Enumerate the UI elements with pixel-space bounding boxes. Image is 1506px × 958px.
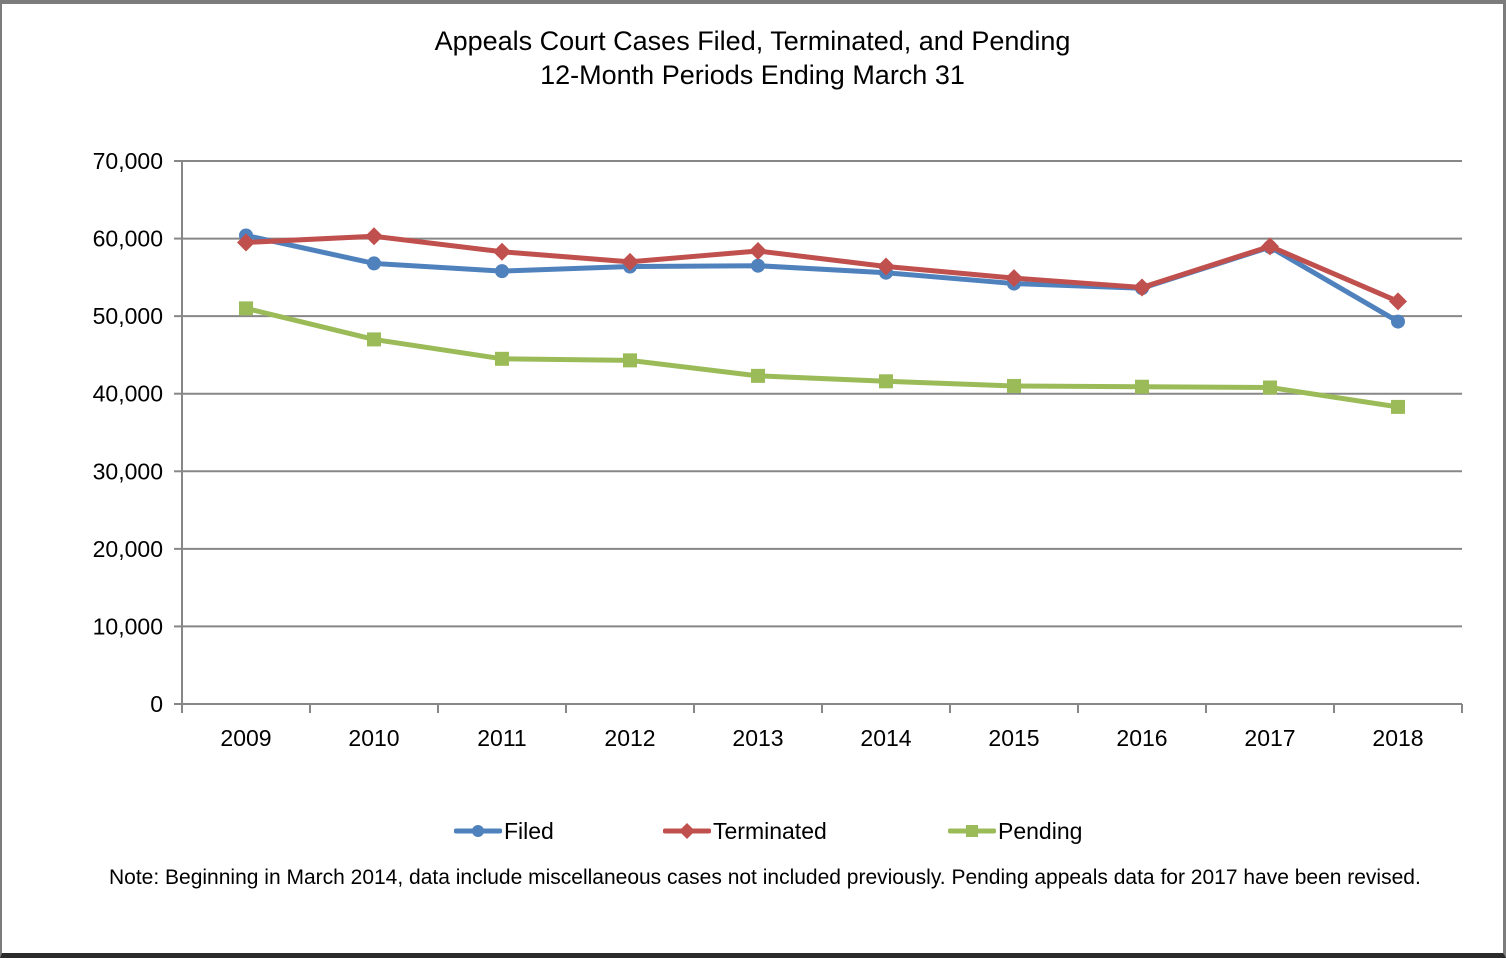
chart-note: Note: Beginning in March 2014, data incl… bbox=[109, 866, 1421, 889]
x-axis-label: 2009 bbox=[220, 725, 271, 751]
legend-item-pending: Pending bbox=[948, 817, 1082, 845]
data-point-marker bbox=[679, 823, 695, 839]
data-point-marker bbox=[621, 252, 639, 271]
data-point-marker bbox=[1263, 380, 1277, 395]
data-point-marker bbox=[1007, 378, 1021, 393]
data-point-marker bbox=[749, 241, 767, 260]
x-axis-label: 2015 bbox=[988, 725, 1039, 751]
data-point-marker bbox=[966, 825, 978, 837]
filed-line bbox=[243, 232, 1401, 325]
y-axis-label: 60,000 bbox=[93, 226, 163, 252]
legend-item-filed: Filed bbox=[454, 817, 554, 845]
data-point-marker bbox=[877, 257, 895, 276]
chart-title: Appeals Court Cases Filed, Terminated, a… bbox=[434, 26, 1071, 56]
data-point-marker bbox=[1389, 292, 1407, 311]
legend-item-terminated: Terminated bbox=[663, 817, 827, 845]
x-axis-label: 2014 bbox=[860, 725, 911, 751]
terminated-legend-swatch-icon bbox=[663, 823, 711, 839]
pending-legend-swatch-icon bbox=[948, 825, 996, 837]
data-point-marker bbox=[1391, 399, 1405, 414]
x-axis-label: 2017 bbox=[1244, 725, 1295, 751]
y-axis-label: 70,000 bbox=[93, 148, 163, 174]
x-axis-label: 2010 bbox=[348, 725, 399, 751]
data-point-marker bbox=[472, 825, 484, 837]
data-point-marker bbox=[1005, 269, 1023, 288]
x-axis-label: 2013 bbox=[732, 725, 783, 751]
data-point-marker bbox=[493, 242, 511, 261]
data-point-marker bbox=[367, 256, 381, 271]
chart-title-block: Appeals Court Cases Filed, Terminated, a… bbox=[2, 24, 1503, 92]
y-axis-label: 20,000 bbox=[93, 536, 163, 562]
data-point-marker bbox=[495, 264, 509, 279]
x-axis-label: 2016 bbox=[1116, 725, 1167, 751]
terminated-line bbox=[243, 233, 1401, 304]
legend-label-pending: Pending bbox=[998, 817, 1083, 844]
data-point-marker bbox=[751, 258, 765, 273]
x-axis-label: 2012 bbox=[604, 725, 655, 751]
chart-subtitle: 12-Month Periods Ending March 31 bbox=[540, 60, 965, 90]
terminated-series bbox=[237, 227, 1407, 311]
data-point-marker bbox=[623, 353, 637, 368]
y-axis-label: 10,000 bbox=[93, 613, 163, 639]
data-point-marker bbox=[1135, 379, 1149, 394]
line-chart-canvas: 0 10,000 20,000 30,000 40,000 50,000 60,000 70,… bbox=[93, 148, 1463, 751]
filed-legend-swatch-icon bbox=[454, 825, 502, 837]
data-point-marker bbox=[879, 374, 893, 389]
data-point-marker bbox=[1133, 278, 1151, 297]
pending-line bbox=[243, 305, 1401, 410]
data-point-marker bbox=[239, 301, 253, 316]
legend-label-filed: Filed bbox=[504, 817, 554, 844]
data-point-marker bbox=[367, 332, 381, 347]
data-point-marker bbox=[237, 233, 255, 252]
y-axis-label: 40,000 bbox=[93, 381, 163, 407]
data-point-marker bbox=[1391, 314, 1405, 329]
data-point-marker bbox=[495, 351, 509, 366]
pending-series bbox=[239, 301, 1405, 414]
x-axis-label: 2018 bbox=[1372, 725, 1423, 751]
data-point-marker bbox=[751, 368, 765, 383]
data-point-marker bbox=[365, 227, 383, 246]
y-axis-label: 30,000 bbox=[93, 458, 163, 484]
data-point-marker bbox=[1261, 237, 1279, 256]
y-axis-label: 0 bbox=[150, 691, 163, 717]
legend-label-terminated: Terminated bbox=[713, 817, 827, 844]
x-axis-label: 2011 bbox=[477, 725, 526, 751]
y-axis-label: 50,000 bbox=[93, 303, 163, 329]
